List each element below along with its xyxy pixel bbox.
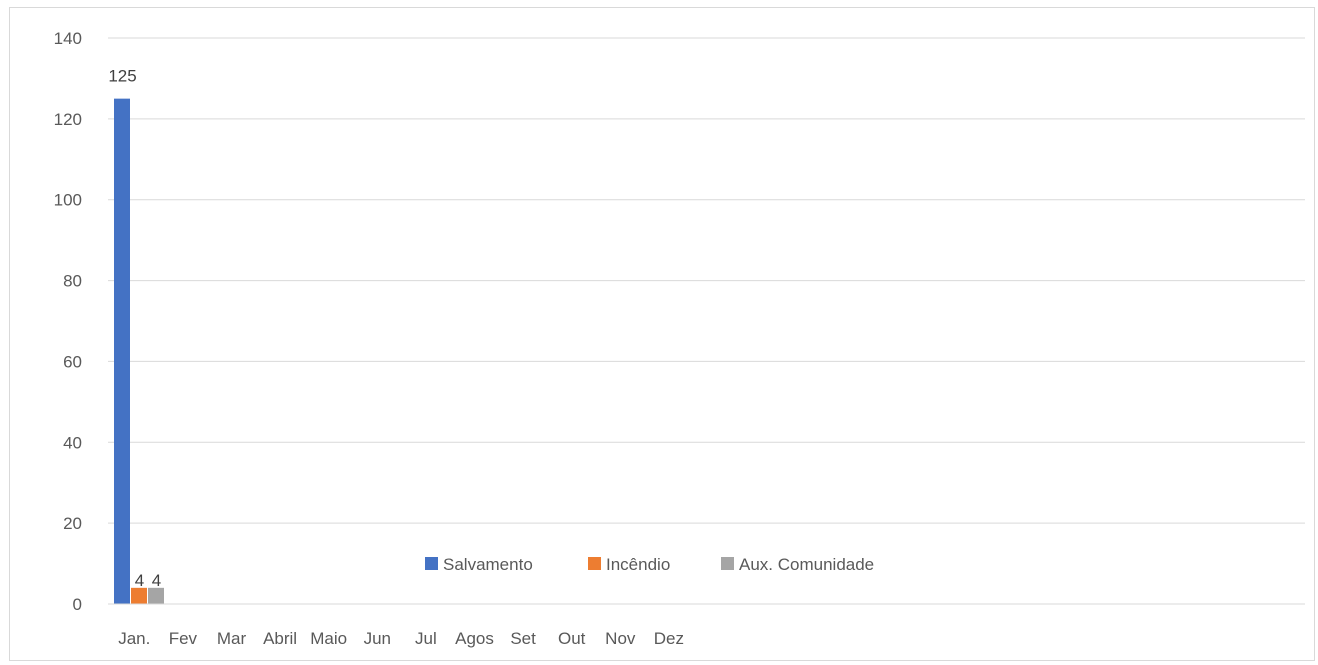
x-tick-label: Abril [263, 629, 297, 648]
data-label: 4 [152, 571, 161, 590]
x-tick-label: Maio [310, 629, 347, 648]
y-tick-label: 80 [63, 272, 82, 291]
legend-swatch [588, 557, 601, 570]
y-tick-label: 20 [63, 514, 82, 533]
data-label: 4 [135, 571, 144, 590]
legend-label: Salvamento [443, 555, 533, 574]
x-tick-label: Fev [169, 629, 198, 648]
y-tick-label: 40 [63, 433, 82, 452]
data-label: 125 [108, 67, 136, 86]
x-tick-label: Jul [415, 629, 437, 648]
x-tick-label: Nov [605, 629, 636, 648]
bar-salvamento [114, 98, 130, 605]
y-tick-label: 0 [73, 595, 82, 614]
legend-swatch [721, 557, 734, 570]
bar-aux-comunidade [148, 587, 164, 604]
x-tick-label: Dez [654, 629, 684, 648]
legend-swatch [425, 557, 438, 570]
y-tick-label: 100 [54, 191, 82, 210]
y-tick-label: 60 [63, 352, 82, 371]
legend-label: Incêndio [606, 555, 670, 574]
x-tick-label: Mar [217, 629, 247, 648]
legend-label: Aux. Comunidade [739, 555, 874, 574]
bar-inc-ndio [131, 587, 147, 604]
y-tick-label: 140 [54, 29, 82, 48]
x-tick-label: Jun [364, 629, 391, 648]
x-tick-label: Set [510, 629, 536, 648]
x-tick-label: Out [558, 629, 586, 648]
x-tick-label: Agos [455, 629, 494, 648]
y-tick-label: 120 [54, 110, 82, 129]
chart-frame [9, 7, 1315, 661]
x-tick-label: Jan. [118, 629, 150, 648]
